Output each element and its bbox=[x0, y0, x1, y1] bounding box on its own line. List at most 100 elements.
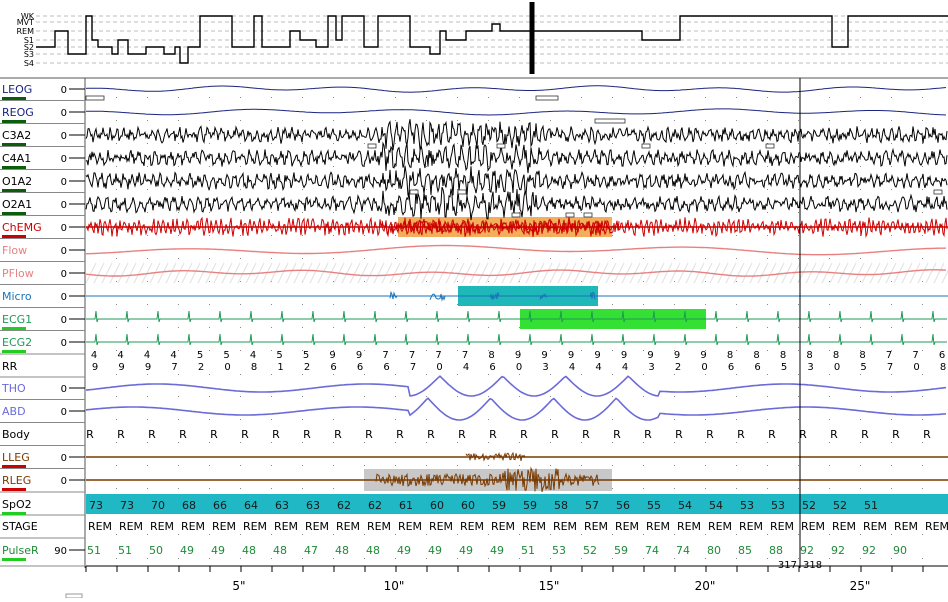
grid-dot bbox=[116, 327, 117, 328]
grid-dot bbox=[767, 419, 768, 420]
channel-label-chemg: ChEMG bbox=[2, 221, 42, 234]
channel-zero-label: 0 bbox=[61, 200, 67, 211]
grid-dot bbox=[581, 465, 582, 466]
grid-dot bbox=[209, 212, 210, 213]
grid-dot bbox=[240, 465, 241, 466]
rr-value-digit: 8 bbox=[727, 350, 733, 361]
body-position-value: R bbox=[458, 428, 466, 441]
rr-value-digit: 5 bbox=[781, 362, 787, 373]
stage-value: REM bbox=[615, 520, 639, 533]
eeg-event-marker bbox=[565, 212, 575, 218]
grid-dot bbox=[767, 212, 768, 213]
grid-dot bbox=[116, 166, 117, 167]
flow-trace bbox=[85, 244, 947, 256]
grid-dot bbox=[333, 442, 334, 443]
stage-value: REM bbox=[863, 520, 887, 533]
grid-dot bbox=[488, 350, 489, 351]
grid-dot bbox=[891, 327, 892, 328]
grid-dot bbox=[240, 166, 241, 167]
spo2-value: 51 bbox=[864, 499, 878, 512]
pflow-hatch bbox=[653, 262, 665, 284]
rr-value-digit: 8 bbox=[859, 350, 865, 361]
grid-dot bbox=[364, 465, 365, 466]
body-position-value: R bbox=[675, 428, 683, 441]
grid-dot bbox=[674, 442, 675, 443]
eeg-event-marker bbox=[511, 212, 521, 218]
spo2-value: 73 bbox=[120, 499, 134, 512]
rr-value-digit: 4 bbox=[91, 350, 97, 361]
grid-dot bbox=[798, 558, 799, 559]
grid-dot bbox=[860, 212, 861, 213]
grid-dot bbox=[550, 120, 551, 121]
grid-dot bbox=[860, 304, 861, 305]
body-position-value: R bbox=[86, 428, 94, 441]
grid-dot bbox=[302, 558, 303, 559]
grid-dot bbox=[302, 396, 303, 397]
grid-dot bbox=[457, 97, 458, 98]
grid-dot bbox=[364, 281, 365, 282]
grid-dot bbox=[922, 258, 923, 259]
pulse-rate-value: 49 bbox=[428, 544, 442, 557]
grid-dot bbox=[736, 97, 737, 98]
pflow-hatch bbox=[749, 262, 761, 284]
grid-dot bbox=[705, 281, 706, 282]
rr-value-digit: 5 bbox=[276, 350, 282, 361]
grid-dot bbox=[457, 304, 458, 305]
grid-dot bbox=[302, 120, 303, 121]
grid-dot bbox=[147, 419, 148, 420]
grid-dot bbox=[240, 488, 241, 489]
grid-dot bbox=[333, 235, 334, 236]
pulse-rate-value: 53 bbox=[552, 544, 566, 557]
channel-zero-label: 0 bbox=[61, 246, 67, 257]
grid-dot bbox=[426, 327, 427, 328]
stage-value: REM bbox=[460, 520, 484, 533]
channel-zero-label: 0 bbox=[61, 384, 67, 395]
rr-value-digit: 7 bbox=[410, 362, 416, 373]
pflow-hatch bbox=[941, 269, 948, 284]
channel-gain-bar bbox=[2, 212, 26, 215]
grid-dot bbox=[736, 442, 737, 443]
grid-dot bbox=[178, 374, 179, 375]
pflow-hatch bbox=[477, 262, 489, 284]
grid-dot bbox=[674, 143, 675, 144]
grid-dot bbox=[488, 396, 489, 397]
grid-dot bbox=[922, 419, 923, 420]
grid-dot bbox=[891, 558, 892, 559]
grid-dot bbox=[488, 419, 489, 420]
pflow-hatch bbox=[325, 262, 337, 284]
grid-dot bbox=[364, 396, 365, 397]
grid-dot bbox=[209, 235, 210, 236]
grid-dot bbox=[829, 488, 830, 489]
spo2-value: 63 bbox=[275, 499, 289, 512]
grid-dot bbox=[705, 374, 706, 375]
rr-value-digit: 9 bbox=[621, 350, 627, 361]
grid-dot bbox=[178, 235, 179, 236]
grid-dot bbox=[829, 120, 830, 121]
grid-dot bbox=[736, 374, 737, 375]
rr-value-digit: 0 bbox=[913, 362, 919, 373]
grid-dot bbox=[457, 281, 458, 282]
grid-dot bbox=[798, 350, 799, 351]
grid-dot bbox=[178, 419, 179, 420]
spo2-value: 62 bbox=[368, 499, 382, 512]
rr-value-digit: 0 bbox=[224, 362, 230, 373]
pflow-hatch bbox=[901, 262, 913, 284]
pflow-hatch bbox=[229, 262, 241, 284]
pulse-rate-value: 92 bbox=[800, 544, 814, 557]
grid-dot bbox=[860, 488, 861, 489]
pflow-hatch bbox=[541, 262, 553, 284]
grid-dot bbox=[550, 166, 551, 167]
grid-dot bbox=[271, 143, 272, 144]
spo2-value: 70 bbox=[151, 499, 165, 512]
grid-dot bbox=[178, 143, 179, 144]
grid-dot bbox=[271, 396, 272, 397]
pulse-rate-value: 48 bbox=[273, 544, 287, 557]
rr-value-digit: 7 bbox=[435, 350, 441, 361]
grid-dot bbox=[860, 143, 861, 144]
grid-dot bbox=[798, 534, 799, 535]
grid-dot bbox=[612, 350, 613, 351]
grid-dot bbox=[364, 143, 365, 144]
grid-dot bbox=[364, 258, 365, 259]
